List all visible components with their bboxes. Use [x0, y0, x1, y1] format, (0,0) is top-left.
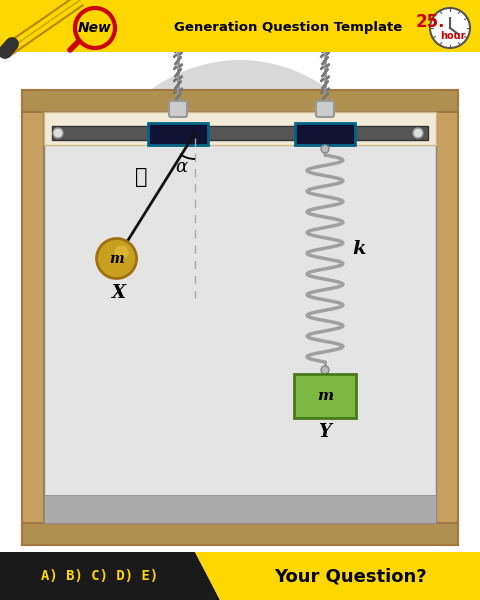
Circle shape	[96, 239, 137, 278]
Bar	[44, 112, 436, 523]
Circle shape	[413, 128, 423, 138]
Bar	[436, 90, 458, 545]
Text: m: m	[109, 251, 124, 266]
Text: hour: hour	[440, 31, 466, 41]
Circle shape	[321, 366, 329, 374]
Bar	[148, 123, 208, 145]
Circle shape	[75, 8, 115, 48]
Circle shape	[53, 128, 63, 138]
Bar	[294, 374, 356, 418]
Bar	[44, 112, 436, 145]
Bar	[22, 90, 458, 112]
Circle shape	[115, 245, 129, 260]
Bar	[22, 90, 44, 545]
Polygon shape	[195, 552, 480, 600]
Circle shape	[321, 145, 329, 153]
Text: m: m	[317, 389, 333, 403]
Text: k: k	[352, 239, 366, 257]
Bar	[22, 523, 458, 545]
Text: New: New	[78, 21, 112, 35]
Bar	[52, 126, 428, 140]
Text: 25.: 25.	[415, 13, 445, 31]
FancyBboxPatch shape	[316, 101, 334, 117]
Bar	[0, 0, 480, 52]
Bar	[44, 495, 436, 523]
Text: X: X	[111, 284, 126, 302]
Text: Your Question?: Your Question?	[274, 567, 426, 585]
Text: Y: Y	[319, 423, 331, 441]
Polygon shape	[0, 0, 110, 52]
Polygon shape	[0, 552, 220, 600]
Text: ℓ: ℓ	[135, 168, 148, 187]
FancyBboxPatch shape	[169, 101, 187, 117]
Text: A) B) C) D) E): A) B) C) D) E)	[41, 569, 158, 583]
Text: α: α	[175, 158, 187, 176]
Circle shape	[430, 8, 470, 48]
Bar	[295, 123, 355, 145]
Text: Generation Question Template: Generation Question Template	[174, 22, 402, 34]
Ellipse shape	[70, 60, 410, 460]
